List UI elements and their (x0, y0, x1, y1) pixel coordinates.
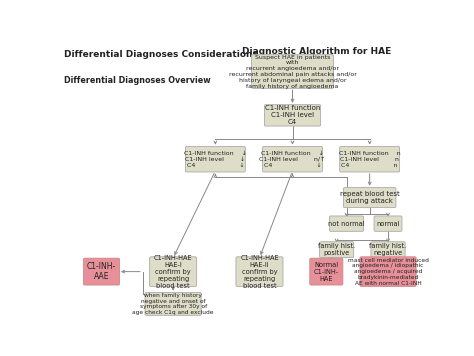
Text: Suspect HAE in patients
with
recurrent angioedema and/or
recurrent abdominal pai: Suspect HAE in patients with recurrent a… (228, 54, 356, 89)
Text: normal: normal (376, 221, 400, 227)
Text: C1-INH function    n
C1-INH level        n
C4                      n: C1-INH function n C1-INH level n C4 n (339, 151, 401, 168)
FancyBboxPatch shape (264, 105, 320, 126)
FancyBboxPatch shape (329, 216, 364, 231)
Text: Differential Diagnoses Considerations: Differential Diagnoses Considerations (64, 49, 257, 59)
Text: repeat blood test
during attack: repeat blood test during attack (340, 191, 400, 204)
Text: C1-INH-HAE
HAE-I
confirm by
repeating
blood test: C1-INH-HAE HAE-I confirm by repeating bl… (154, 255, 192, 289)
Text: family hist.
positive: family hist. positive (318, 243, 355, 256)
Text: C1-INH function    ↓
C1-INH level        ↓
C4                      ↓: C1-INH function ↓ C1-INH level ↓ C4 ↓ (184, 151, 247, 168)
FancyBboxPatch shape (263, 146, 322, 172)
FancyBboxPatch shape (340, 146, 400, 172)
Text: C1-INH function
C1-INH level
C4: C1-INH function C1-INH level C4 (265, 105, 320, 125)
FancyBboxPatch shape (185, 146, 246, 172)
FancyBboxPatch shape (319, 242, 354, 258)
Text: not normal: not normal (328, 221, 365, 227)
FancyBboxPatch shape (145, 293, 201, 315)
Text: mast cell mediator induced
angioedema / idiopathic
angioedema / acquired
bradyki: mast cell mediator induced angioedema / … (347, 257, 428, 286)
FancyBboxPatch shape (252, 54, 334, 88)
Text: C1-INH function    ↓
C1-INH level        n/↑
C4                      ↓: C1-INH function ↓ C1-INH level n/↑ C4 ↓ (259, 151, 326, 168)
FancyBboxPatch shape (310, 258, 343, 285)
FancyBboxPatch shape (83, 258, 119, 285)
FancyBboxPatch shape (371, 242, 405, 258)
Text: C1-INH-
AAE: C1-INH- AAE (87, 262, 116, 281)
FancyBboxPatch shape (374, 216, 402, 231)
FancyBboxPatch shape (360, 257, 416, 287)
Text: Diagnostic Algorithm for HAE: Diagnostic Algorithm for HAE (242, 47, 391, 56)
Text: family hist.
negative: family hist. negative (369, 243, 407, 256)
FancyBboxPatch shape (150, 257, 197, 287)
Text: when family history
negative and onset of
symptoms after 30y of
age check C1q an: when family history negative and onset o… (132, 293, 214, 315)
Text: Differential Diagnoses Overview: Differential Diagnoses Overview (64, 75, 210, 85)
FancyBboxPatch shape (343, 188, 396, 208)
Text: Normal
C1-INH-
HAE: Normal C1-INH- HAE (314, 262, 339, 282)
Text: C1-INH-HAE
HAE-II
confirm by
repeating
blood test: C1-INH-HAE HAE-II confirm by repeating b… (240, 255, 279, 289)
FancyBboxPatch shape (236, 257, 283, 287)
